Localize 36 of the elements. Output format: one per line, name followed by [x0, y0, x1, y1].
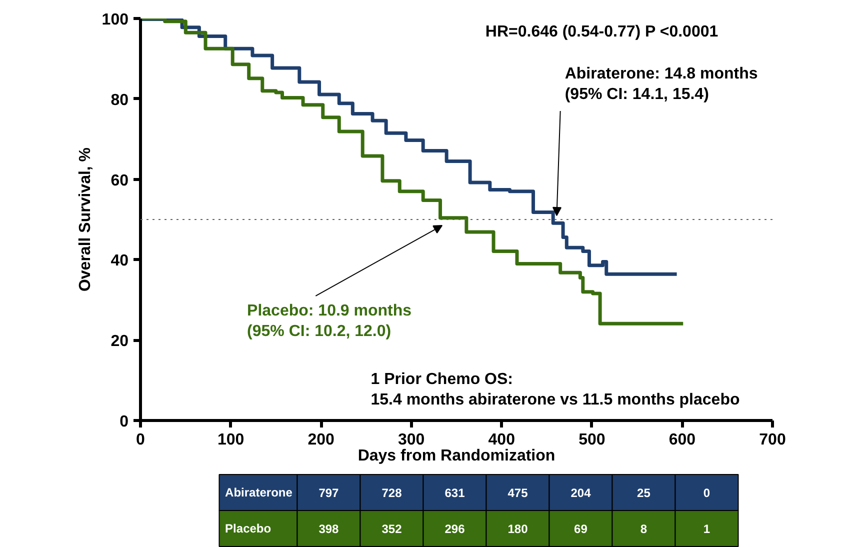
annotation: HR=0.646 (0.54-0.77) P <0.0001 — [485, 24, 718, 41]
text: 69 — [574, 522, 588, 536]
x-tick-label: 700 — [759, 432, 786, 448]
text: 25 — [637, 486, 651, 500]
x-axis-title: Days from Randomization — [358, 448, 556, 464]
x-tick-label: 0 — [136, 432, 146, 448]
text: Abiraterone — [225, 486, 293, 500]
text: 631 — [444, 486, 466, 500]
text: 797 — [318, 486, 340, 500]
x-tick-label: 200 — [308, 432, 335, 448]
text: 352 — [382, 522, 402, 536]
y-tick-label: 80 — [110, 92, 129, 109]
text: 296 — [444, 522, 466, 536]
x-tick-label: 300 — [398, 432, 425, 448]
y-tick-label: 0 — [120, 414, 129, 430]
text: 0 — [703, 486, 710, 500]
text: 475 — [508, 486, 528, 500]
y-tick-label: 20 — [110, 333, 129, 350]
text: 204 — [570, 486, 592, 500]
y-tick-label: 40 — [110, 252, 129, 270]
x-tick-label: 500 — [578, 432, 606, 448]
text: 398 — [318, 522, 340, 536]
annotation: 1 Prior Chemo OS: 15.4 months abiraterone vs 11.5 months placebo — [370, 371, 740, 408]
annotation: Placebo: 10.9 months (95% CI: 10.2, 12.0) — [247, 302, 412, 340]
text: 180 — [508, 522, 528, 536]
x-tick-label: 600 — [668, 432, 696, 448]
text: Placebo — [225, 522, 272, 536]
y-tick-label: 60 — [110, 172, 129, 190]
y-axis-title: Overall Survival, % — [76, 147, 94, 292]
x-tick-label: 100 — [217, 432, 244, 448]
text: 728 — [382, 486, 402, 500]
text: 1 — [703, 522, 710, 536]
annotation: Abiraterone: 14.8 months (95% CI: 14.1, 15.4) — [564, 66, 758, 103]
y-tick-label: 100 — [102, 12, 129, 28]
x-tick-label: 400 — [488, 432, 516, 448]
text: 8 — [640, 522, 648, 536]
